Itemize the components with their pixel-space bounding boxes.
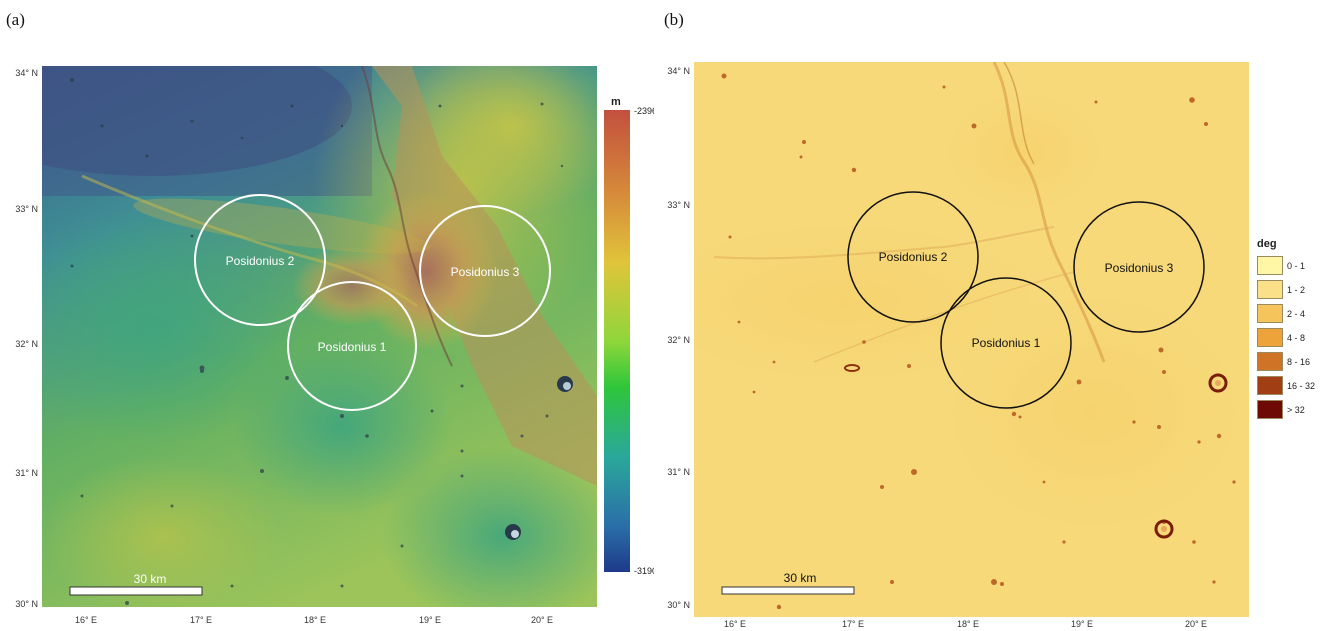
slope-legend-swatch [1257,352,1283,371]
slope-legend-row: > 32 [1257,400,1305,419]
posidonius-1-label: Posidonius 1 [318,340,387,354]
slope-map: Posidonius 1 Posidonius 2 Posidonius 3 3… [694,62,1249,617]
crater-dots [721,73,1236,610]
posidonius-1-circle [287,281,417,411]
slope-legend-label: 2 - 4 [1287,308,1306,319]
lon-tick: 18° E [303,615,327,625]
slope-legend-swatch [1257,280,1283,299]
slope-legend-swatch [1257,256,1283,275]
lat-tick: 32° N [15,339,38,349]
slope-legend-label: 8 - 16 [1287,356,1311,367]
slope-legend-title: deg [1257,238,1277,250]
lat-tick: 34° N [667,66,690,76]
large-crater-1 [1208,373,1228,393]
lon-tick: 17° E [841,619,865,629]
slope-legend-label: 0 - 1 [1287,260,1306,271]
slope-legend-label: > 32 [1287,404,1305,415]
posidonius-1-circle [940,277,1072,409]
posidonius-2-circle [847,191,979,323]
slope-legend-row: 8 - 16 [1257,352,1310,371]
scale-bar [721,586,855,595]
study-region-circles [194,194,551,411]
slope-legend-label: 16 - 32 [1287,380,1316,391]
colorbar-max-label: -2396 [634,106,654,116]
slope-legend-row: 0 - 1 [1257,256,1305,275]
lon-tick: 16° E [74,615,98,625]
large-crater-2 [1154,519,1174,539]
posidonius-3-label: Posidonius 3 [1105,261,1174,275]
scale-bar-label: 30 km [784,571,817,585]
colorbar-min-label: -3190 [634,566,654,576]
posidonius-3-circle [1073,201,1205,333]
elongated-crater [844,364,860,372]
slope-legend-swatch [1257,400,1283,419]
lon-tick: 16° E [723,619,747,629]
lon-tick: 20° E [1184,619,1208,629]
lon-tick: 17° E [189,615,213,625]
elevation-colorbar [604,110,630,572]
posidonius-1-label: Posidonius 1 [972,336,1041,350]
lon-tick: 20° E [530,615,554,625]
slope-legend-row: 4 - 8 [1257,328,1305,347]
posidonius-3-label: Posidonius 3 [451,265,520,279]
lat-tick: 31° N [15,468,38,478]
lon-tick: 19° E [418,615,442,625]
slope-legend-label: 4 - 8 [1287,332,1306,343]
posidonius-2-circle [194,194,326,326]
lat-tick: 30° N [15,599,38,609]
posidonius-2-label: Posidonius 2 [879,250,948,264]
slope-legend-swatch [1257,304,1283,323]
crater-dots [70,78,564,605]
slope-legend-row: 2 - 4 [1257,304,1305,323]
posidonius-2-label: Posidonius 2 [226,254,295,268]
scale-bar [69,586,203,596]
lon-tick: 19° E [1070,619,1094,629]
slope-legend-swatch [1257,376,1283,395]
slope-legend-row: 1 - 2 [1257,280,1305,299]
panel-a-label: (a) [6,10,25,29]
lat-tick: 33° N [15,204,38,214]
study-region-circles [847,191,1205,409]
colorbar-unit: m [611,96,621,108]
elevation-map: Posidonius 1 Posidonius 2 Posidonius 3 3… [42,66,597,607]
slope-legend-swatch [1257,328,1283,347]
scale-bar-label: 30 km [134,572,167,586]
lat-tick: 34° N [15,68,38,78]
slope-legend-label: 1 - 2 [1287,284,1306,295]
lon-tick: 18° E [956,619,980,629]
slope-legend-row: 16 - 32 [1257,376,1315,395]
panel-b-label: (b) [664,10,684,29]
lat-tick: 30° N [667,600,690,610]
lat-tick: 31° N [667,467,690,477]
lat-tick: 33° N [667,200,690,210]
lat-tick: 32° N [667,335,690,345]
posidonius-3-circle [419,205,551,337]
